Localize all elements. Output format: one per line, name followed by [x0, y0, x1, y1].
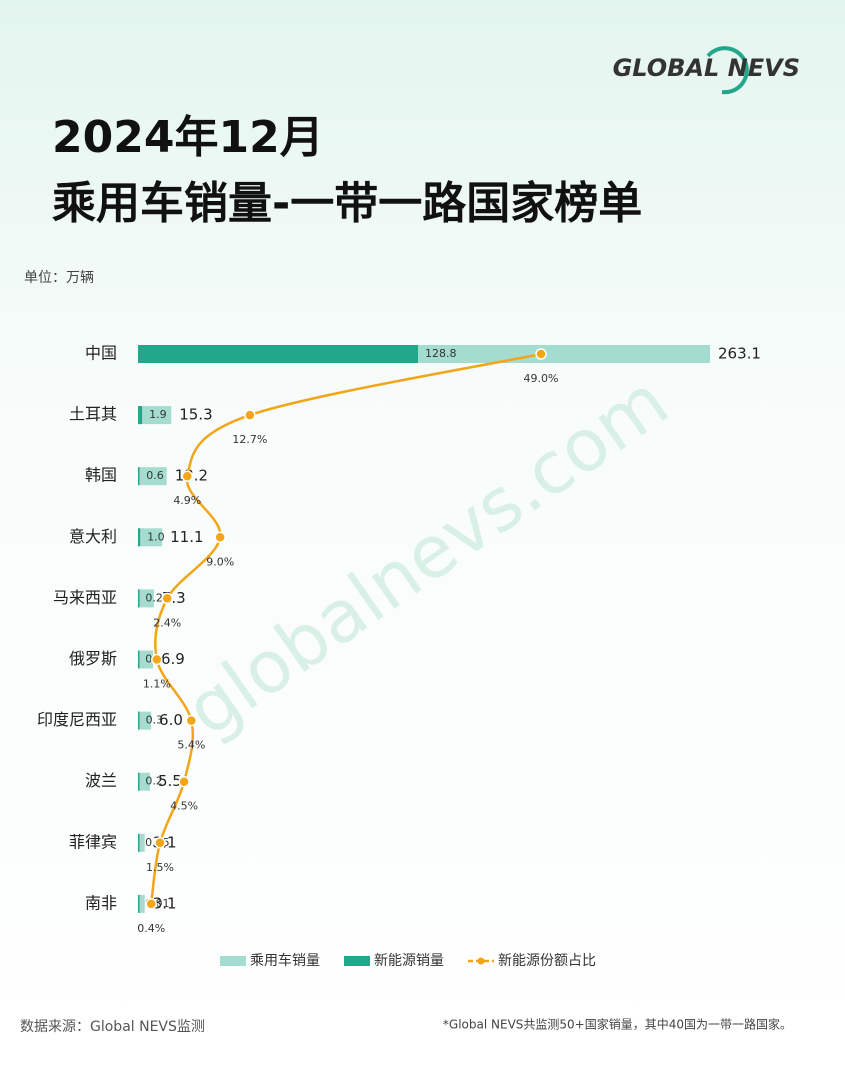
- legend-swatch: [344, 956, 370, 966]
- bar-nev: [138, 894, 140, 913]
- y-tick-label: 俄罗斯: [69, 649, 117, 668]
- bar-nev: [138, 528, 141, 547]
- chart-subtitle: 乘用车销量-一带一路国家榜单: [52, 178, 642, 229]
- y-tick-label: 马来西亚: [53, 588, 117, 607]
- value-label: 0.3: [146, 714, 164, 727]
- share-line: [149, 352, 542, 905]
- bar-total: [138, 589, 154, 608]
- value-label: 263.1: [718, 345, 761, 363]
- bar-total: [138, 650, 154, 669]
- share-label: 0.4%: [137, 922, 165, 935]
- value-label: 11.1: [170, 528, 203, 546]
- chart-title: 2024年12月: [52, 112, 324, 163]
- legend-swatch: [220, 956, 246, 966]
- bar-total: [138, 894, 145, 913]
- share-point: [145, 898, 157, 910]
- y-tick-label: 中国: [85, 344, 117, 363]
- bar-total: [138, 467, 167, 486]
- share-point: [244, 409, 256, 421]
- bar-total: [138, 833, 145, 852]
- bar-total: [138, 711, 152, 730]
- value-label: 0.6: [146, 469, 164, 482]
- bar-nev: [138, 406, 143, 425]
- bar-nev: [138, 345, 419, 363]
- bar-nev: [138, 650, 140, 669]
- y-tick-label: 菲律宾: [69, 832, 117, 851]
- logo: GLOBAL NEVS: [613, 54, 800, 82]
- value-label: 1.0: [147, 530, 165, 543]
- bar-nev: [138, 589, 140, 608]
- share-label: 9.0%: [206, 555, 234, 568]
- bar-total: [138, 528, 163, 547]
- legend-label: 新能源份额占比: [498, 953, 596, 969]
- share-point: [214, 531, 226, 544]
- source: 数据来源：Global NEVS监测: [20, 1019, 205, 1035]
- share-label: 1.5%: [146, 861, 174, 874]
- share-label: 1.1%: [143, 678, 171, 691]
- share-point: [154, 837, 166, 849]
- y-tick-label: 波兰: [85, 771, 117, 790]
- share-point: [185, 714, 198, 727]
- legend-label: 新能源销量: [374, 953, 444, 969]
- share-point: [161, 592, 173, 605]
- unit-label: 单位：万辆: [24, 270, 94, 286]
- share-label: 4.5%: [170, 800, 198, 813]
- value-label: 1.9: [149, 408, 167, 421]
- value-label: 6.9: [161, 650, 185, 668]
- value-label: 3.1: [153, 894, 177, 912]
- share-point: [178, 775, 190, 788]
- share-point: [151, 653, 163, 666]
- value-label: 15.3: [179, 406, 212, 424]
- share-label: 49.0%: [524, 372, 559, 385]
- y-tick-label: 印度尼西亚: [37, 710, 117, 729]
- bar-nev: [138, 772, 140, 791]
- value-label: 5.5: [158, 772, 182, 790]
- logo-arc: [706, 46, 749, 95]
- share-point: [535, 348, 547, 360]
- footnote: *Global NEVS共监测50+国家销量，其中40国为一带一路国家。: [443, 1017, 792, 1032]
- share-label: 4.9%: [173, 494, 201, 507]
- share-label: 5.4%: [177, 739, 205, 752]
- value-label: 0.2: [145, 591, 163, 604]
- y-tick-label: 意大利: [69, 527, 117, 546]
- value-label: 6.0: [159, 711, 183, 729]
- y-tick-label: 土耳其: [69, 405, 117, 424]
- legend-label: 乘用车销量: [250, 952, 320, 969]
- bar-nev: [138, 467, 140, 486]
- share-point: [181, 470, 194, 482]
- value-label: 128.8: [425, 347, 457, 360]
- bar-total: [138, 772, 150, 791]
- bar-nev: [138, 711, 140, 730]
- bar-nev: [138, 833, 140, 852]
- share-label: 2.4%: [153, 616, 181, 629]
- legend-swatch: [477, 957, 485, 965]
- share-label: 12.7%: [232, 433, 267, 446]
- y-tick-label: 韩国: [85, 466, 117, 485]
- y-tick-label: 南非: [85, 893, 117, 912]
- value-label: 0.2: [145, 775, 163, 788]
- bar-total: [138, 406, 172, 425]
